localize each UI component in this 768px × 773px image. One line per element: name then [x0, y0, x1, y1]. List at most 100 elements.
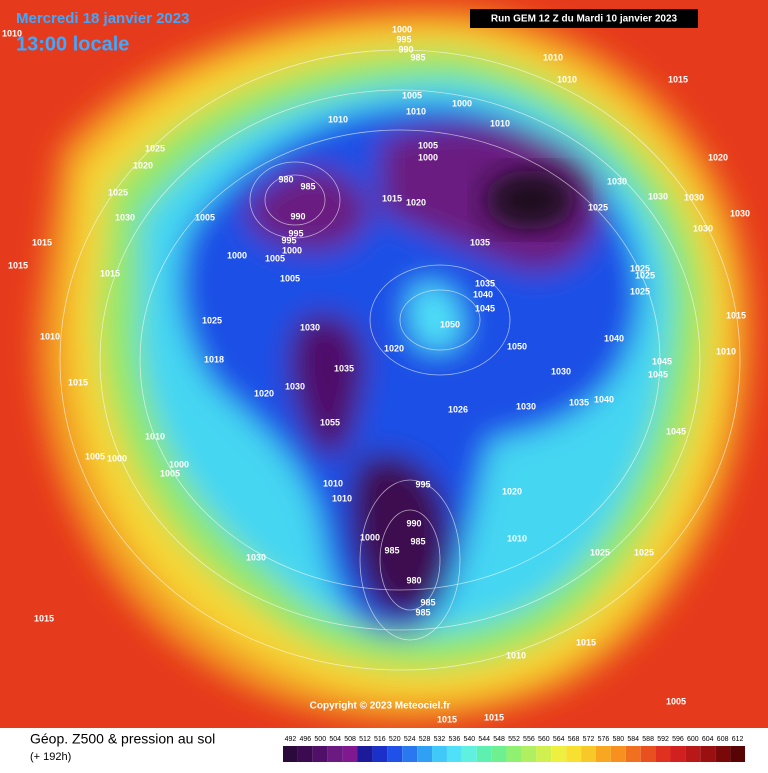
isobar-label: 1010 [145, 431, 165, 441]
isobar-label: 1000 [418, 152, 438, 162]
colorbar-swatch [595, 746, 611, 762]
isobar-label: 1015 [668, 74, 688, 84]
isobar-label: 1015 [32, 237, 52, 247]
colorbar-swatch [283, 746, 298, 762]
colorbar-swatch [342, 746, 358, 762]
colorbar: 492 496 500 504 508 512 516 520 524 528 532 536 540 5… [283, 736, 745, 762]
colorbar-label: 532 [434, 736, 446, 743]
colorbar-label: 612 [732, 736, 744, 743]
isobar-label: 1000 [452, 98, 472, 108]
isobar-label: 1035 [470, 237, 490, 247]
colorbar-label: 588 [642, 736, 654, 743]
footer-lead: (+ 192h) [30, 751, 71, 763]
isobar-label: 1000 [107, 453, 127, 463]
isobar-label: 1020 [384, 343, 404, 353]
date: Mercredi 18 janvier 2023 [16, 10, 189, 27]
colorbar-swatch [551, 746, 567, 762]
colorbar-label: 560 [538, 736, 550, 743]
isobar-label: 985 [300, 181, 315, 191]
isobar-label: 1026 [448, 404, 468, 414]
isobar-label: 1005 [195, 212, 215, 222]
isobar-label: 1015 [382, 193, 402, 203]
colorbar-label: 568 [568, 736, 580, 743]
copyright: Copyright © 2023 Meteociel.fr [310, 701, 451, 712]
isobar-label: 1000 [227, 250, 247, 260]
isobar-label: 1020 [708, 152, 728, 162]
isobar-label: 1015 [576, 637, 596, 647]
colorbar-swatch [357, 746, 373, 762]
isobar-label: 1035 [334, 363, 354, 373]
colorbar-label: 556 [523, 736, 535, 743]
colorbar-swatch [685, 746, 701, 762]
colorbar-label: 500 [314, 736, 326, 743]
colorbar-label: 580 [612, 736, 624, 743]
isobar-label: 1050 [440, 319, 460, 329]
isobar-label: 1005 [265, 253, 285, 263]
isobar-label: 1015 [726, 310, 746, 320]
isobar-label: 1015 [437, 714, 457, 724]
colorbar-label: 600 [687, 736, 699, 743]
colorbar-swatch [387, 746, 403, 762]
colorbar-swatch [700, 746, 716, 762]
isobar-label: 1015 [34, 613, 54, 623]
isobar-label: 1030 [246, 552, 266, 562]
isobar-label: 1000 [360, 532, 380, 542]
isobar-label: 1035 [475, 278, 495, 288]
isobar-label: 1025 [108, 187, 128, 197]
colorbar-label: 536 [449, 736, 461, 743]
colorbar-label: 520 [389, 736, 401, 743]
isobar-label: 1015 [100, 268, 120, 278]
colorbar-swatch [640, 746, 656, 762]
isobar-label: 1005 [418, 140, 438, 150]
isobar-label: 1040 [473, 289, 493, 299]
isobar-label: 1025 [634, 547, 654, 557]
isobar-label: 1005 [85, 451, 105, 461]
colorbar-label: 528 [419, 736, 431, 743]
footer-title: Géop. Z500 & pression au sol [30, 731, 215, 747]
isobar-label: 1020 [254, 388, 274, 398]
isobar-label: 985 [410, 536, 425, 546]
isobar-label: 995 [396, 34, 411, 44]
colorbar-swatch [446, 746, 462, 762]
isobar-label: 995 [415, 479, 430, 489]
isobar-label: 1010 [323, 478, 343, 488]
isobar-label: 1010 [557, 74, 577, 84]
isobar-label: 1025 [588, 202, 608, 212]
isobar-label: 1030 [684, 192, 704, 202]
isobar-label: 1010 [332, 493, 352, 503]
isobar-label: 990 [406, 518, 421, 528]
isobar-label: 1010 [507, 533, 527, 543]
colorbar-swatch [312, 746, 328, 762]
isobar-label: 1050 [507, 341, 527, 351]
isobar-label: 1005 [402, 90, 422, 100]
colorbar-swatch [566, 746, 582, 762]
isobar-label: 1030 [648, 191, 668, 201]
colorbar-label: 572 [583, 736, 595, 743]
isobar-label: 985 [415, 607, 430, 617]
isobar-label: 985 [384, 545, 399, 555]
isobar-label: 1000 [392, 24, 412, 34]
isobar-label: 1040 [594, 394, 614, 404]
isobar-label: 1030 [115, 212, 135, 222]
run: Run GEM 12 Z du Mardi 10 janvier 2023 [491, 14, 678, 25]
isobar-label: 1010 [328, 114, 348, 124]
colorbar-label: 592 [657, 736, 669, 743]
isobar-label: 1035 [569, 397, 589, 407]
colorbar-label: 540 [463, 736, 475, 743]
isobar-label: 1005 [160, 468, 180, 478]
colorbar-swatch [610, 746, 626, 762]
colorbar-swatch [715, 746, 731, 762]
colorbar-swatch [327, 746, 343, 762]
isobar-label: 1030 [551, 366, 571, 376]
colorbar-label: 496 [300, 736, 312, 743]
colorbar-swatch [506, 746, 522, 762]
isobar-label: 1010 [716, 346, 736, 356]
colorbar-swatch [655, 746, 671, 762]
isobar-label: 1025 [590, 547, 610, 557]
isobar-label: 1025 [630, 286, 650, 296]
colorbar-label: 608 [717, 736, 729, 743]
isobar-label: 985 [420, 597, 435, 607]
colorbar-swatch [581, 746, 596, 762]
